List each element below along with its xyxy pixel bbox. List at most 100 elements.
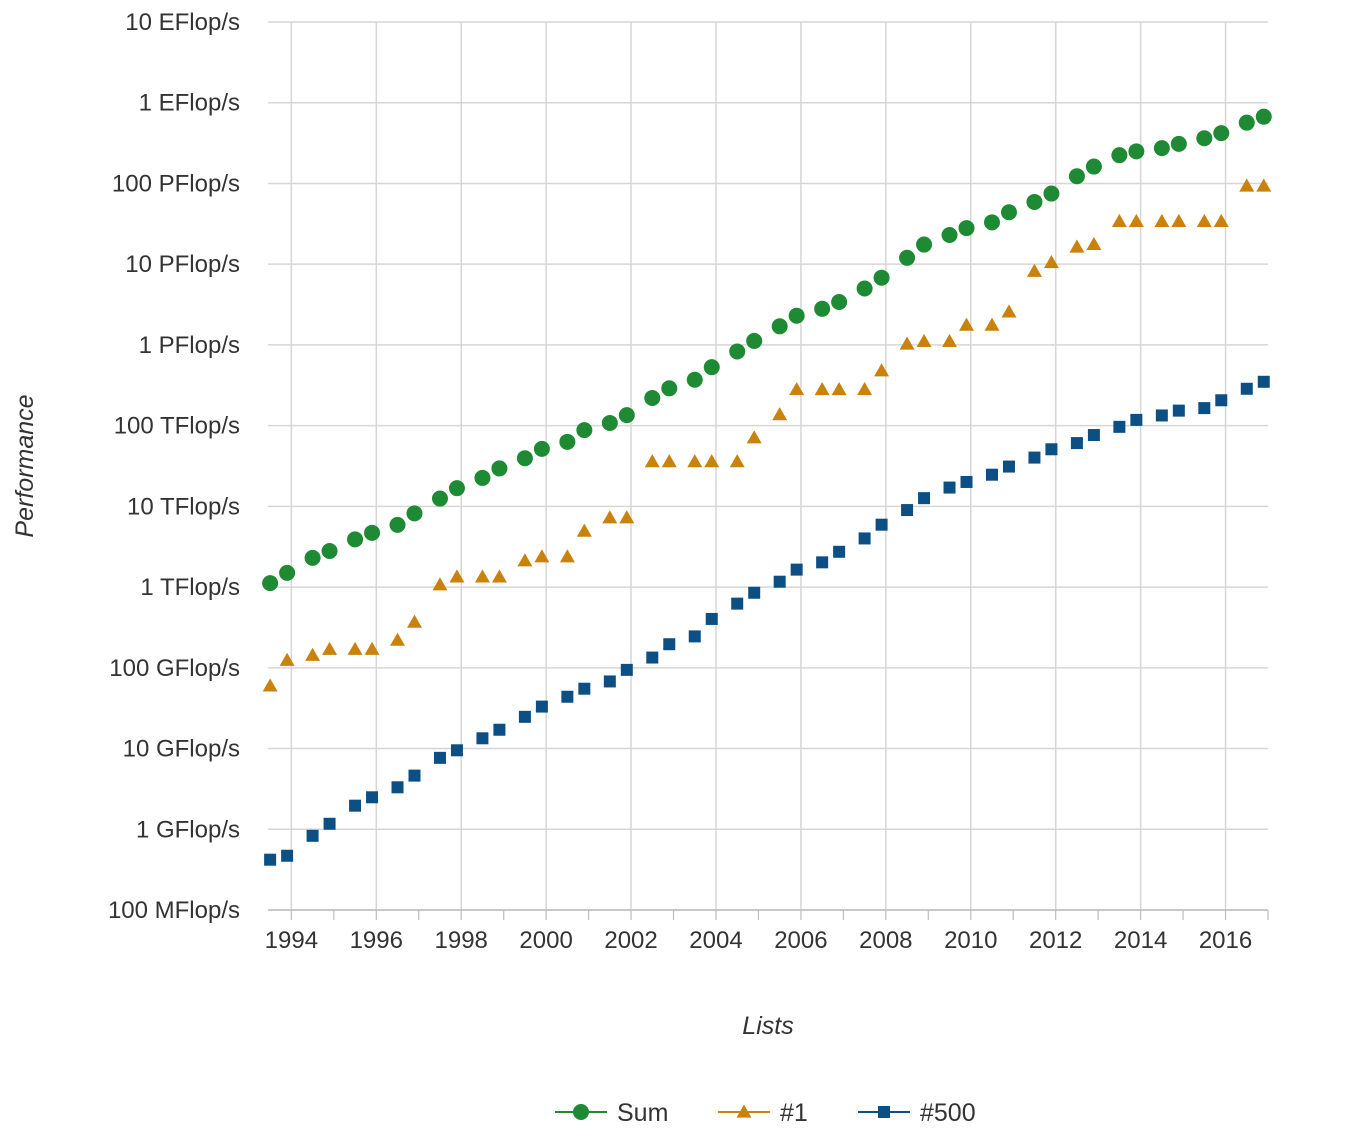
data-point	[1028, 451, 1041, 464]
data-point	[814, 381, 830, 396]
data-point	[771, 318, 788, 335]
data-point	[304, 549, 321, 566]
data-point	[1154, 213, 1170, 228]
data-point	[449, 569, 465, 583]
data-point	[1001, 304, 1017, 318]
data-point	[1130, 413, 1143, 426]
data-point	[688, 630, 701, 643]
data-point	[1111, 147, 1128, 164]
legend-label: #500	[920, 1099, 976, 1127]
data-point	[450, 744, 463, 757]
y-tick-label: 10 PFlop/s	[125, 251, 240, 278]
y-tick-label: 10 EFlop/s	[125, 9, 240, 36]
data-point	[474, 569, 490, 583]
data-point	[1170, 135, 1187, 152]
y-axis-tick-labels: 100 MFlop/s 1 GFlop/s 10 GFlop/s 100 GFlop/…	[108, 9, 240, 924]
data-point	[1128, 213, 1144, 228]
data-point	[729, 454, 745, 468]
data-point	[984, 317, 1000, 331]
data-point	[1026, 193, 1043, 210]
legend-marker	[573, 1104, 589, 1120]
data-point	[1002, 460, 1015, 473]
data-point	[305, 647, 321, 661]
data-point	[534, 549, 550, 563]
data-point	[347, 531, 364, 548]
data-point	[1111, 213, 1127, 228]
data-point	[517, 553, 533, 567]
data-point	[857, 381, 873, 396]
y-tick-label: 1 TFlop/s	[140, 574, 240, 601]
data-point	[788, 307, 805, 324]
legend-label: Sum	[617, 1099, 668, 1127]
data-point	[1213, 125, 1230, 142]
data-point	[576, 523, 592, 537]
data-point	[831, 381, 847, 396]
data-point	[1043, 254, 1059, 269]
y-tick-label: 1 PFlop/s	[139, 332, 240, 359]
data-point	[1198, 402, 1211, 415]
data-point	[279, 652, 295, 666]
data-point	[349, 799, 362, 812]
data-point	[789, 381, 805, 396]
series-rank-500	[264, 375, 1270, 866]
data-point	[1085, 158, 1102, 175]
data-point	[873, 269, 890, 286]
data-point	[493, 723, 506, 736]
data-point	[731, 597, 744, 610]
data-point	[321, 542, 338, 559]
data-point	[1070, 437, 1083, 450]
data-point	[620, 663, 633, 676]
series-sum	[262, 108, 1272, 592]
data-point	[323, 817, 336, 830]
data-point	[518, 710, 531, 723]
data-point	[1238, 114, 1255, 131]
legend-item: Sum	[555, 1099, 668, 1127]
data-point	[576, 422, 593, 439]
data-point	[941, 226, 958, 243]
data-point	[943, 481, 956, 494]
data-point	[746, 332, 763, 349]
data-point	[1240, 382, 1253, 395]
data-point	[833, 545, 846, 558]
x-tick-label: 1996	[350, 927, 403, 954]
x-tick-label: 2008	[859, 927, 912, 954]
x-axis-label: Lists	[742, 1012, 793, 1040]
data-point	[559, 549, 575, 563]
data-point	[960, 475, 973, 488]
data-point	[448, 480, 465, 497]
legend-marker	[736, 1104, 752, 1118]
x-tick-label: 2010	[944, 927, 997, 954]
data-point	[663, 638, 676, 651]
data-point	[619, 510, 635, 524]
y-tick-label: 100 GFlop/s	[109, 655, 240, 682]
data-point	[1196, 130, 1213, 147]
data-point	[1045, 443, 1058, 456]
y-tick-label: 10 TFlop/s	[127, 493, 240, 520]
data-point	[816, 556, 829, 569]
data-point	[1026, 263, 1042, 277]
data-point	[432, 577, 448, 591]
y-axis-label: Performance	[11, 394, 39, 537]
data-point	[476, 732, 489, 745]
data-point	[874, 363, 890, 377]
data-point	[1128, 143, 1145, 160]
data-point	[1257, 375, 1270, 388]
data-point	[748, 586, 761, 599]
data-point	[408, 769, 421, 782]
data-point	[916, 236, 933, 253]
x-axis-tick-labels: 1994 1996 1998 2000 2002 2004 2006 2008 2010 2012…	[265, 927, 1253, 954]
data-point	[262, 575, 279, 592]
data-point	[474, 469, 491, 486]
data-point	[559, 433, 576, 450]
legend-item: #500	[858, 1099, 976, 1127]
data-point	[958, 220, 975, 237]
data-point	[644, 389, 661, 406]
y-tick-label: 1 GFlop/s	[136, 816, 240, 843]
x-tick-label: 1998	[435, 927, 488, 954]
data-point	[1043, 185, 1060, 202]
data-point	[899, 249, 916, 266]
data-point	[983, 214, 1000, 231]
data-point	[306, 829, 319, 842]
data-point	[856, 280, 873, 297]
data-point	[561, 690, 574, 703]
